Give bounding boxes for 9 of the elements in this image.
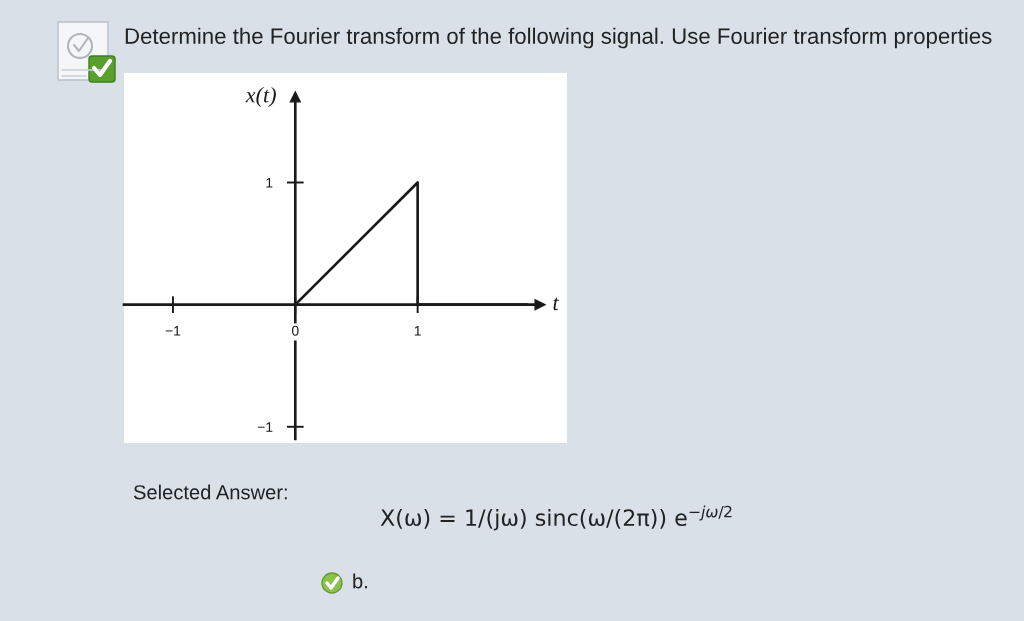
chart-title: Determine the Fourier transform of the following signal. Use Fourier transform properties	[125, 27, 992, 49]
y-axis-title: x(t)	[245, 86, 276, 108]
x-tick-label: 0	[291, 325, 299, 336]
x-tick-label: 1	[414, 325, 421, 336]
text: X(ω) = 1/(jω) sinc(ω/(2π)) e$^{−jω/2}$	[380, 505, 732, 531]
text: b.	[353, 573, 367, 589]
text: Selected Answer:	[133, 484, 287, 500]
x-axis-title: t	[553, 297, 560, 311]
x-tick-label: −1	[165, 325, 181, 336]
